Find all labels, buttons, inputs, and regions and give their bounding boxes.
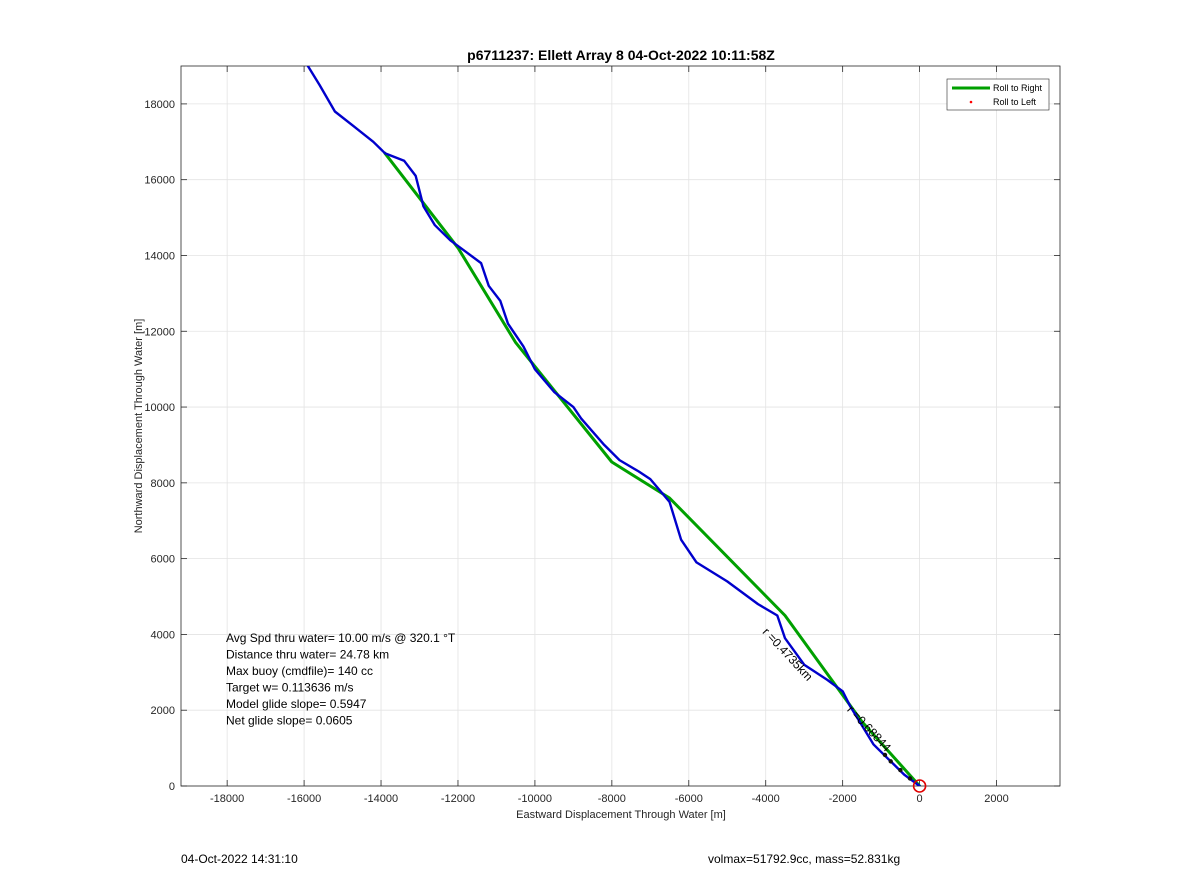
stats-line: Max buoy (cmdfile)= 140 cc (226, 664, 373, 678)
track-overlap-mark (888, 759, 893, 764)
start-point-marker (912, 779, 927, 793)
x-tick-label: 2000 (984, 793, 1008, 805)
stats-line: Target w= 0.113636 m/s (226, 681, 354, 695)
legend-roll-left-label: Roll to Left (993, 97, 1037, 107)
legend-box (946, 78, 1050, 111)
grid (181, 66, 1060, 787)
waypoint-radius-label: r =0.4735km (760, 625, 816, 684)
track-overlap-mark (898, 767, 903, 773)
stats-block: Avg Spd thru water= 10.00 m/s @ 320.1 °T… (226, 631, 456, 728)
y-tick-label: 2000 (151, 705, 175, 717)
y-tick-label: 6000 (151, 554, 175, 566)
legend: Roll to Right Roll to Left (946, 78, 1050, 111)
y-tick-label: 18000 (144, 99, 175, 111)
y-tick-label: 0 (169, 781, 175, 793)
x-tick-label: -4000 (752, 793, 780, 805)
y-tick-label: 16000 (144, 175, 175, 187)
stats-line: Distance thru water= 24.78 km (226, 648, 389, 662)
x-tick-label: -8000 (598, 793, 626, 805)
legend-roll-left-swatch (969, 100, 973, 104)
track-overlap-mark (907, 776, 913, 781)
footer-vehicle-params: volmax=51792.9cc, mass=52.831kg (708, 852, 901, 866)
stats-line: Avg Spd thru water= 10.00 m/s @ 320.1 °T (226, 631, 456, 645)
series-lines (306, 66, 922, 786)
x-tick-label: -10000 (518, 793, 552, 805)
x-tick-label: -16000 (287, 793, 321, 805)
axis-ticks: -18000 -16000 -14000 -12000 -10000 -8000 -6000… (144, 66, 1060, 805)
chart-title: p6711237: Ellett Array 8 04-Oct-2022 10:… (467, 47, 775, 63)
y-tick-label: 4000 (151, 629, 175, 641)
track-overlap-mark (882, 752, 888, 758)
x-tick-label: 0 (917, 793, 923, 805)
series-roll-right-line (383, 151, 922, 786)
y-tick-label: 10000 (144, 402, 175, 414)
footer-timestamp: 04-Oct-2022 14:31:10 (181, 852, 298, 866)
y-tick-label: 12000 (144, 326, 175, 338)
x-tick-label: -2000 (829, 793, 857, 805)
x-tick-label: -6000 (675, 793, 703, 805)
series-track-line (306, 66, 921, 786)
x-tick-label: -14000 (364, 793, 398, 805)
legend-roll-right-label: Roll to Right (993, 83, 1043, 93)
y-tick-label: 8000 (151, 478, 175, 490)
y-tick-label: 14000 (144, 250, 175, 262)
x-tick-label: -18000 (210, 793, 244, 805)
x-axis-label: Eastward Displacement Through Water [m] (516, 809, 726, 821)
plot-frame (180, 65, 1061, 787)
y-axis-label: Northward Displacement Through Water [m] (133, 319, 145, 534)
stats-line: Net glide slope= 0.0605 (226, 714, 353, 728)
x-tick-label: -12000 (441, 793, 475, 805)
stats-line: Model glide slope= 0.5947 (226, 697, 367, 711)
